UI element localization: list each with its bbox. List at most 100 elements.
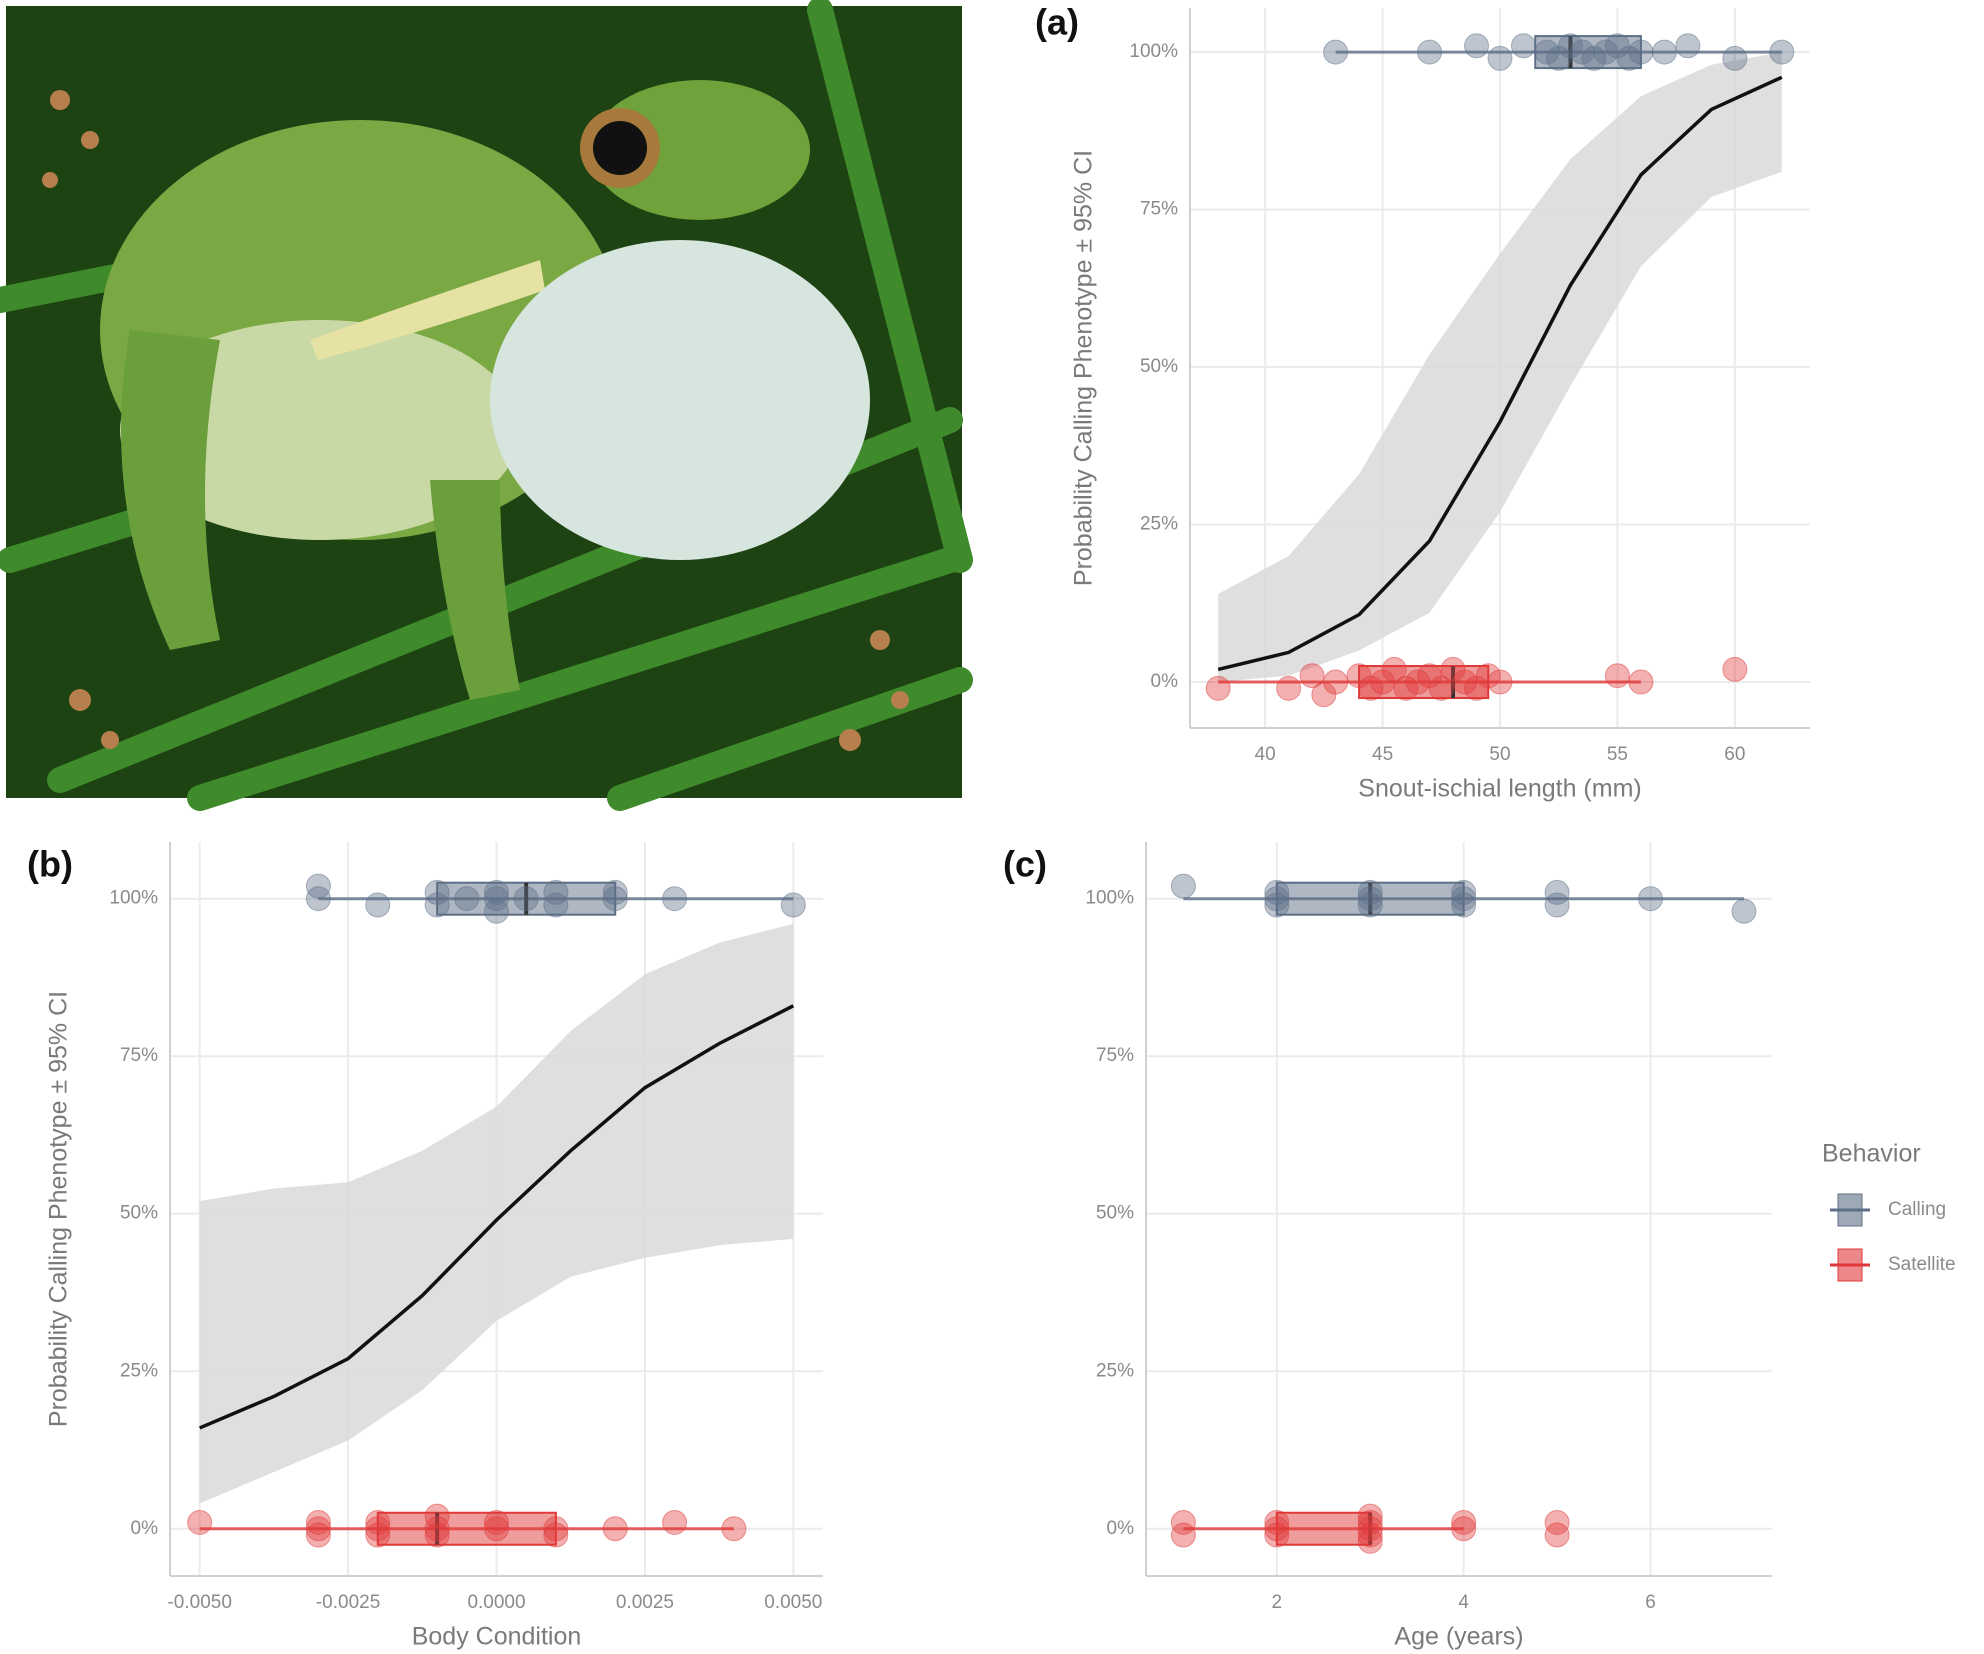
x-axis-title: Body Condition	[412, 1623, 582, 1651]
point	[513, 886, 539, 912]
legend-key	[1837, 1193, 1863, 1227]
point	[1264, 892, 1290, 918]
panel-label: (b)	[27, 844, 73, 885]
y-tick-label: 50%	[120, 1203, 158, 1224]
point	[1569, 39, 1595, 65]
point	[1323, 39, 1349, 65]
y-tick-label: 75%	[120, 1045, 158, 1066]
point	[543, 1522, 569, 1548]
x-tick-label: 55	[1607, 744, 1628, 765]
point	[424, 1516, 450, 1542]
point	[1358, 675, 1384, 701]
point	[1638, 886, 1664, 912]
point	[365, 1516, 391, 1542]
point	[1357, 1516, 1383, 1542]
x-tick-label: -0.0050	[167, 1592, 231, 1613]
point	[1393, 675, 1419, 701]
y-tick-label: 100%	[1085, 888, 1134, 909]
x-tick-label: 40	[1255, 744, 1276, 765]
point	[1510, 33, 1536, 59]
point	[1544, 1509, 1570, 1535]
point	[1205, 675, 1231, 701]
y-tick-label: 75%	[1096, 1045, 1134, 1066]
point	[1323, 669, 1349, 695]
point	[1357, 1509, 1383, 1535]
legend-item: Satellite	[1830, 1248, 1956, 1282]
panel-label: (a)	[1035, 2, 1079, 43]
point	[1487, 669, 1513, 695]
point	[1581, 45, 1607, 71]
point	[305, 1522, 331, 1548]
point	[721, 1516, 747, 1542]
point	[1381, 656, 1407, 682]
box	[1275, 1511, 1372, 1546]
point	[1357, 892, 1383, 918]
point	[1357, 1528, 1383, 1554]
point	[1722, 45, 1748, 71]
frog-photo	[0, 0, 973, 811]
point	[1276, 675, 1302, 701]
confidence-band	[1218, 52, 1782, 683]
point	[1675, 33, 1701, 59]
point	[424, 1503, 450, 1529]
y-tick-label: 25%	[1140, 514, 1178, 535]
point	[1487, 45, 1513, 71]
point	[424, 892, 450, 918]
x-tick-label: 0.0025	[616, 1592, 674, 1613]
legend-title: Behavior	[1822, 1140, 1921, 1168]
point	[1417, 39, 1443, 65]
point	[780, 892, 806, 918]
point	[1593, 39, 1619, 65]
point	[424, 879, 450, 905]
x-tick-label: 45	[1372, 744, 1393, 765]
x-axis-title: Snout-ischial length (mm)	[1358, 775, 1641, 803]
panel: (b) -0.0050 -0.0025 0.0000 0.0025 0.0050 0% 25%…	[27, 842, 823, 1651]
y-tick-label: 0%	[131, 1518, 159, 1539]
point	[1451, 1516, 1477, 1542]
point	[1264, 879, 1290, 905]
x-tick-label: 50	[1489, 744, 1510, 765]
point	[1357, 1503, 1383, 1529]
y-tick-label: 75%	[1140, 199, 1178, 220]
point	[305, 1516, 331, 1542]
point	[187, 1509, 213, 1535]
point	[602, 879, 628, 905]
point	[1769, 39, 1795, 65]
point	[1544, 892, 1570, 918]
point	[1451, 892, 1477, 918]
point	[1357, 1522, 1383, 1548]
point	[662, 1509, 688, 1535]
x-tick-label: 0.0050	[764, 1592, 822, 1613]
point	[1451, 886, 1477, 912]
point	[1534, 39, 1560, 65]
point	[484, 879, 509, 905]
legend-item: Calling	[1830, 1193, 1946, 1227]
point	[1428, 675, 1454, 701]
panel: (a) 40 45 50 55 60 0% 25% 50% 75% 100% Snout-ischia…	[1035, 2, 1810, 803]
point	[1451, 1509, 1477, 1535]
point	[424, 1522, 450, 1548]
point	[1264, 1522, 1290, 1548]
point	[305, 886, 331, 912]
point	[1357, 879, 1383, 905]
point	[365, 1522, 391, 1548]
point	[1544, 1522, 1570, 1548]
point	[305, 873, 331, 899]
point	[1170, 873, 1196, 899]
point	[484, 1509, 509, 1535]
point	[1651, 39, 1677, 65]
point	[662, 886, 688, 912]
point	[1299, 663, 1325, 689]
x-tick-label: 4	[1458, 1592, 1469, 1613]
box	[376, 1511, 557, 1546]
y-tick-label: 25%	[120, 1360, 158, 1381]
point	[1405, 669, 1431, 695]
x-tick-label: -0.0025	[316, 1592, 380, 1613]
point	[1264, 1516, 1290, 1542]
point	[602, 1516, 628, 1542]
point	[543, 1516, 569, 1542]
legend-label: Calling	[1888, 1199, 1946, 1220]
point	[484, 1516, 509, 1542]
point	[1464, 33, 1490, 59]
